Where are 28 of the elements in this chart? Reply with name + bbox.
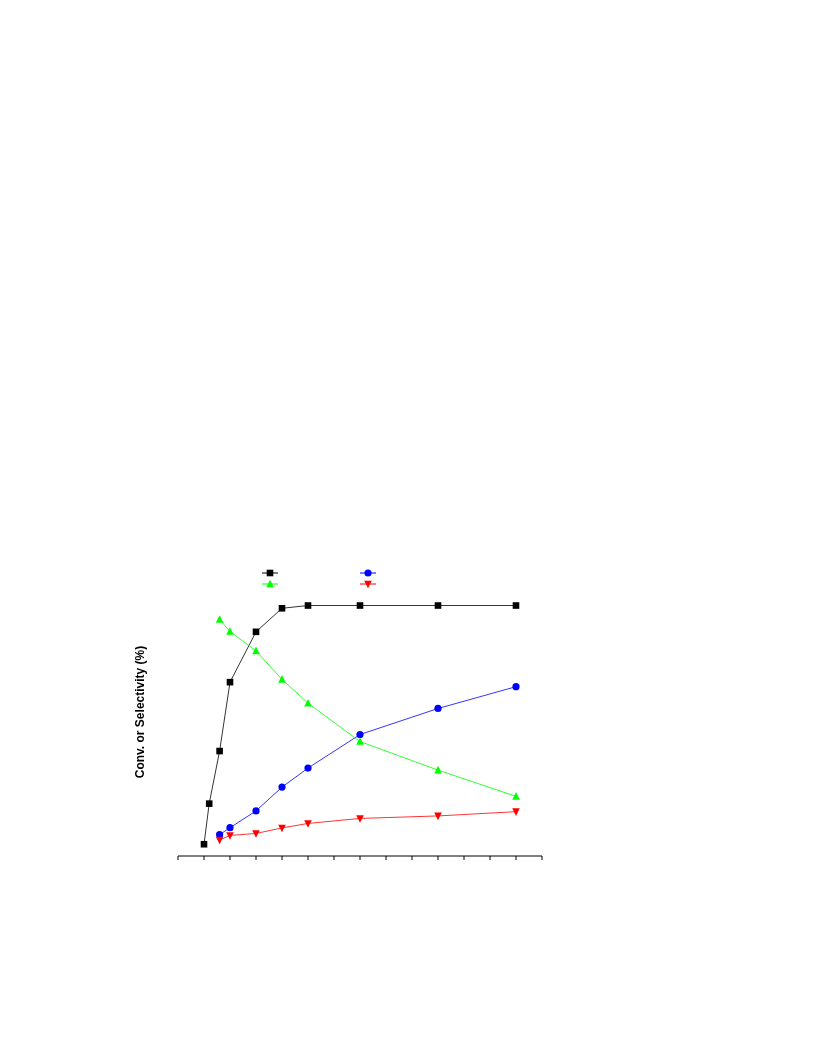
point <box>434 602 442 609</box>
point <box>356 602 364 609</box>
point <box>434 704 442 713</box>
y-axis-title: Conv. or Selectivity (%) <box>133 645 147 779</box>
point <box>356 730 364 739</box>
point <box>216 747 223 755</box>
point <box>226 627 234 635</box>
point <box>512 792 520 800</box>
point <box>226 832 234 840</box>
point <box>252 807 260 815</box>
point <box>304 698 312 707</box>
point <box>304 602 312 609</box>
point <box>252 830 260 838</box>
point <box>278 783 286 791</box>
point <box>226 824 234 832</box>
point <box>512 808 520 816</box>
point <box>278 675 286 683</box>
point <box>200 840 208 848</box>
point <box>304 820 312 828</box>
point <box>205 800 213 807</box>
point <box>304 764 312 772</box>
point <box>512 683 520 691</box>
point <box>278 604 286 612</box>
point <box>356 737 364 745</box>
point <box>215 615 224 623</box>
point <box>356 815 364 823</box>
point <box>216 831 224 839</box>
point <box>512 602 520 609</box>
